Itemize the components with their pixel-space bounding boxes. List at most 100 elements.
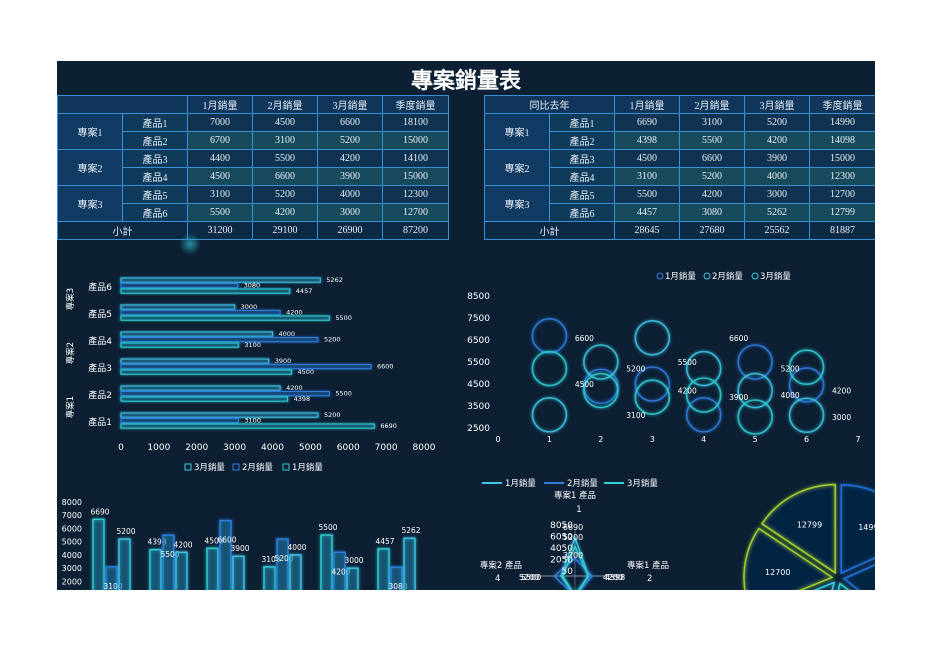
group-name: 專案3 — [484, 185, 550, 222]
total-label: 小計 — [484, 221, 615, 240]
bar — [263, 566, 276, 590]
cell-value: 5500 — [679, 131, 745, 150]
legend-label: 1月銷量 — [292, 462, 323, 473]
bubble — [788, 367, 825, 403]
bubble — [634, 366, 671, 402]
total-row: 小計 28645 27680 25562 81887 — [484, 221, 875, 240]
cell-value: 5200 — [252, 185, 318, 204]
y-tick-label: 7500 — [467, 314, 490, 324]
total-value: 25562 — [744, 221, 810, 240]
data-label: 5200 — [274, 554, 293, 563]
total-label: 小計 — [57, 221, 188, 240]
data-label: 4200 — [678, 387, 697, 396]
total-row: 小計 31200 29100 26900 87200 — [57, 221, 449, 240]
data-label: 3900 — [729, 393, 748, 402]
table-row: 專案3 產品5 3100 5200 4000 12300 — [57, 185, 449, 222]
cell-value: 3100 — [252, 131, 318, 150]
radar-series — [560, 535, 590, 590]
legend-label: 1月銷量 — [665, 271, 696, 282]
total-value: 29100 — [252, 221, 318, 240]
data-label: 5200 — [519, 573, 539, 582]
category-label: 產品3 — [88, 362, 112, 374]
data-label: 5200 — [324, 336, 341, 344]
y-tick-label: 2000 — [62, 577, 82, 586]
x-tick-label: 7 — [855, 435, 860, 444]
cell-value: 4200 — [252, 203, 318, 222]
product-name: 產品6 — [122, 203, 188, 222]
bar — [120, 358, 270, 364]
pie-slice — [837, 582, 850, 590]
pie-slice — [760, 483, 836, 575]
x-tick-label: 5000 — [299, 443, 322, 453]
table-row: 產品4 3100 5200 4000 12300 — [485, 167, 875, 186]
data-label: 4398 — [605, 573, 625, 582]
table-row: 產品4 4500 6600 3900 15000 — [58, 167, 449, 186]
data-label: 3080 — [244, 282, 261, 290]
cell-value: 4200 — [744, 131, 810, 150]
product-name: 產品3 — [122, 149, 188, 168]
product-name: 產品5 — [549, 185, 615, 204]
data-label: 3080 — [388, 582, 407, 590]
legend-swatch — [282, 463, 290, 471]
cell-value: 4500 — [187, 167, 253, 186]
column-chart: 2000300040005000600070008000669031005200… — [62, 498, 421, 590]
table-row: 專案2 產品3 4500 6600 3900 15000 — [484, 149, 875, 186]
legend-label: 2月銷量 — [242, 462, 273, 473]
y-tick-label: 3000 — [62, 564, 82, 573]
bar — [120, 363, 372, 370]
data-label: 6600 — [575, 334, 594, 343]
cell-value: 4457 — [614, 203, 680, 222]
data-label: 4500 — [297, 368, 314, 376]
data-label: 6690 — [380, 422, 397, 430]
cell-value: 3100 — [187, 185, 253, 204]
total-value: 87200 — [382, 221, 449, 240]
data-label: 5200 — [563, 533, 583, 542]
group-name: 專案2 — [57, 149, 123, 186]
bar — [120, 417, 239, 424]
cell-value: 6600 — [317, 113, 383, 132]
bar — [120, 288, 291, 294]
cell-value: 18100 — [382, 113, 449, 132]
product-name: 產品5 — [122, 185, 188, 204]
radar-tick-label: 2050 — [550, 556, 573, 566]
data-label: 6600 — [217, 536, 236, 545]
product-name: 產品2 — [122, 131, 188, 150]
data-label: 12700 — [765, 568, 790, 577]
bar — [118, 538, 131, 590]
data-label: 3700 — [563, 551, 583, 560]
total-value: 81887 — [809, 221, 875, 240]
bar — [120, 304, 236, 310]
bubble — [634, 320, 671, 356]
data-label: 5200 — [626, 365, 645, 374]
cell-value: 4000 — [744, 167, 810, 186]
right-col-header: 1月銷量 — [614, 95, 680, 114]
bubble — [737, 372, 773, 409]
bubble — [788, 397, 825, 434]
cell-value: 15000 — [809, 149, 875, 168]
total-value: 27680 — [679, 221, 745, 240]
bar — [120, 369, 292, 375]
bubble — [685, 397, 722, 433]
cell-value: 3000 — [317, 203, 383, 222]
radar-axis-number: 1 — [576, 505, 581, 515]
data-label: 3100 — [244, 341, 261, 349]
category-label: 產品5 — [88, 308, 112, 320]
group-axis-label: 專案3 — [65, 288, 76, 310]
cell-value: 12300 — [809, 167, 875, 186]
right-col-header: 3月銷量 — [744, 95, 810, 114]
bar — [120, 277, 321, 283]
y-tick-label: 5500 — [467, 358, 490, 368]
cell-value: 12799 — [809, 203, 875, 222]
product-name: 產品2 — [549, 131, 615, 150]
right-col-header: 2月銷量 — [679, 95, 745, 114]
data-label: 4000 — [279, 330, 296, 338]
data-label: 3100 — [244, 417, 261, 425]
cell-value: 6690 — [614, 113, 680, 132]
pie-slice — [813, 581, 836, 590]
data-label: 4200 — [173, 540, 192, 549]
y-tick-label: 3500 — [467, 402, 490, 412]
group-name: 專案1 — [57, 113, 123, 150]
x-tick-label: 0 — [495, 435, 500, 444]
cell-value: 5262 — [744, 203, 810, 222]
table-row: 產品2 4398 5500 4200 14098 — [485, 131, 875, 150]
